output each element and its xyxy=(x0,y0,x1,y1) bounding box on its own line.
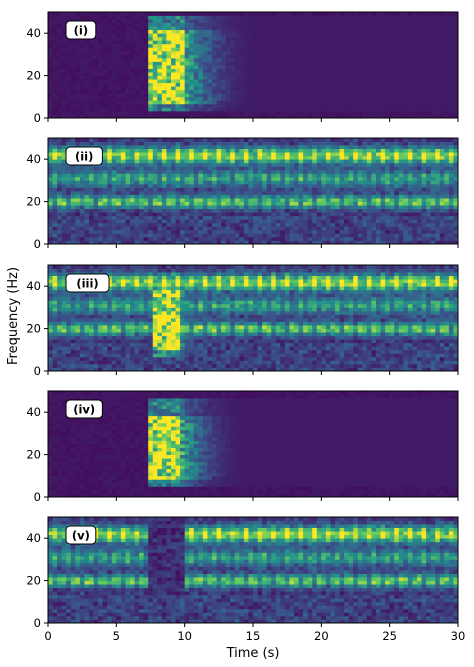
panel-tag: (iv) xyxy=(65,399,103,419)
y-tick-label: 20 xyxy=(26,69,41,83)
spectrogram-heatmap xyxy=(48,517,458,623)
spectrogram-heatmap xyxy=(48,265,458,371)
y-tick-label: 40 xyxy=(26,26,41,40)
panel-tag-label: (v) xyxy=(72,529,90,543)
y-tick-label: 20 xyxy=(26,195,41,209)
panel-tag-label: (iv) xyxy=(73,403,95,417)
panel-3: 0 20 40 (iii) xyxy=(26,264,459,378)
x-tick-label: 20 xyxy=(314,629,329,643)
panel-tag: (iii) xyxy=(65,273,110,293)
y-tick-label: 0 xyxy=(34,111,41,125)
panel-tag: (i) xyxy=(65,20,97,40)
y-tick-label: 20 xyxy=(26,322,41,336)
panel-4: 0 20 40 (iv) xyxy=(26,390,459,504)
panel-tag-label: (i) xyxy=(74,24,88,38)
spectrogram-heatmap xyxy=(48,138,458,244)
panel-tag: (v) xyxy=(65,525,97,545)
y-tick-label: 20 xyxy=(26,448,41,462)
x-tick-label: 10 xyxy=(177,629,192,643)
panel-2: 0 20 40 (ii) xyxy=(26,137,459,251)
panel-tag: (ii) xyxy=(65,146,103,166)
y-tick-label: 0 xyxy=(34,237,41,251)
panels-group: 0 20 40 (i) 0 20 40 (ii) 0 20 40 (iii) 0 20 40 (iv) 0 20 4… xyxy=(26,11,466,643)
x-tick-label: 15 xyxy=(246,629,261,643)
y-tick-label: 40 xyxy=(26,531,41,545)
panel-tag-label: (ii) xyxy=(75,150,93,164)
x-tick-label: 25 xyxy=(382,629,397,643)
x-axis-label: Time (s) xyxy=(226,646,280,661)
y-tick-label: 0 xyxy=(34,490,41,504)
y-axis-label: Frequency (Hz) xyxy=(6,267,21,365)
y-tick-label: 20 xyxy=(26,574,41,588)
x-tick-label: 0 xyxy=(44,629,51,643)
x-tick-label: 5 xyxy=(113,629,120,643)
panel-5: 0 20 40 0 5 10 15 20 25 30 (v) xyxy=(26,516,466,643)
x-tick-label: 30 xyxy=(451,629,466,643)
y-tick-label: 40 xyxy=(26,152,41,166)
spectrogram-heatmap xyxy=(48,391,458,497)
y-tick-label: 40 xyxy=(26,279,41,293)
y-tick-label: 40 xyxy=(26,405,41,419)
y-tick-label: 0 xyxy=(34,616,41,630)
y-tick-label: 0 xyxy=(34,364,41,378)
spectrogram-heatmap xyxy=(48,12,458,118)
panel-1: 0 20 40 (i) xyxy=(26,11,459,125)
panel-tag-label: (iii) xyxy=(76,277,98,291)
